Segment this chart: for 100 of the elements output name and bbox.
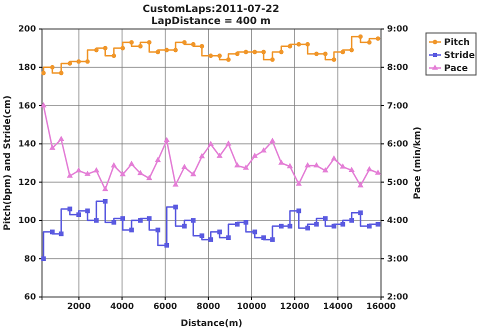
point — [154, 156, 161, 162]
point — [340, 163, 346, 169]
point — [146, 216, 152, 221]
point — [208, 54, 213, 58]
point — [102, 186, 108, 192]
point — [252, 152, 258, 158]
point — [357, 182, 364, 188]
chart-title: CustomLaps:2011-07-22 — [142, 4, 280, 15]
point — [68, 61, 72, 66]
point — [323, 52, 328, 56]
y2-tick-label: 7:00 — [387, 101, 408, 112]
x-tick-label: 10000 — [236, 302, 266, 312]
point — [367, 224, 372, 229]
point — [330, 155, 337, 161]
point — [93, 167, 100, 172]
point — [322, 216, 328, 221]
point — [102, 46, 108, 50]
point — [208, 237, 214, 242]
y-tick-label: 60 — [24, 292, 36, 303]
point — [244, 50, 248, 54]
point — [288, 224, 292, 229]
point — [200, 44, 204, 48]
point — [138, 44, 143, 48]
point — [244, 220, 248, 225]
point — [85, 208, 90, 214]
point — [260, 147, 267, 153]
y-tick-label: 80 — [24, 254, 36, 264]
x-tick-label: 2000 — [67, 302, 91, 312]
point — [94, 218, 99, 223]
point — [173, 204, 178, 210]
legend-label: Pitch — [444, 38, 470, 48]
x-tick-label: 4000 — [110, 302, 134, 312]
y-tick-label: 140 — [18, 140, 36, 150]
y-tick-label: 180 — [18, 63, 36, 74]
point — [41, 70, 46, 76]
point — [296, 180, 302, 186]
point — [120, 170, 126, 176]
point — [66, 172, 73, 178]
point — [112, 54, 116, 58]
point — [340, 222, 346, 227]
point — [138, 218, 143, 223]
point — [58, 70, 64, 76]
point — [322, 167, 328, 172]
point — [190, 218, 196, 223]
point — [217, 230, 222, 234]
y-tick-label: 200 — [18, 24, 36, 35]
point — [278, 224, 284, 229]
point — [332, 224, 336, 229]
point — [85, 59, 90, 64]
point — [340, 50, 346, 54]
point — [304, 162, 311, 168]
y2-tick-label: 8:00 — [387, 63, 408, 74]
point — [172, 181, 179, 187]
point — [216, 152, 223, 158]
point — [120, 216, 126, 221]
point — [129, 228, 134, 232]
point — [50, 230, 55, 234]
point — [146, 40, 152, 45]
point — [348, 166, 355, 172]
point — [358, 34, 363, 39]
point — [252, 230, 258, 234]
y2-tick-label: 9:00 — [387, 24, 408, 35]
point — [173, 48, 178, 52]
point — [349, 48, 354, 52]
point — [40, 102, 47, 108]
x-tick-label: 8000 — [196, 302, 220, 312]
x-axis-title: Distance(m) — [180, 319, 242, 329]
point — [358, 210, 363, 216]
point — [67, 206, 72, 212]
point — [279, 50, 284, 54]
point — [314, 222, 319, 227]
point — [376, 36, 380, 41]
point — [137, 170, 144, 176]
point — [234, 162, 240, 168]
point — [164, 48, 169, 52]
point — [242, 164, 249, 170]
point — [269, 138, 276, 143]
point — [374, 169, 382, 175]
point — [182, 224, 187, 229]
point — [128, 160, 135, 166]
y2-tick-label: 4:00 — [387, 216, 408, 226]
point — [50, 65, 55, 70]
point — [261, 235, 266, 240]
point — [367, 40, 372, 45]
y-axis-title: Pitch(bpm) and Stride(cm) — [3, 95, 13, 231]
point — [286, 162, 293, 168]
point — [58, 136, 64, 142]
point — [305, 42, 310, 47]
point — [226, 57, 231, 62]
point — [278, 159, 284, 165]
point — [296, 42, 302, 47]
y2-tick-label: 5:00 — [387, 178, 408, 188]
point — [182, 40, 187, 45]
x-tick-label: 16000 — [366, 302, 396, 312]
point — [217, 54, 222, 58]
point — [181, 164, 188, 169]
point — [112, 220, 116, 225]
point — [58, 231, 64, 236]
y2-tick-label: 6:00 — [387, 140, 408, 150]
point — [234, 222, 240, 227]
